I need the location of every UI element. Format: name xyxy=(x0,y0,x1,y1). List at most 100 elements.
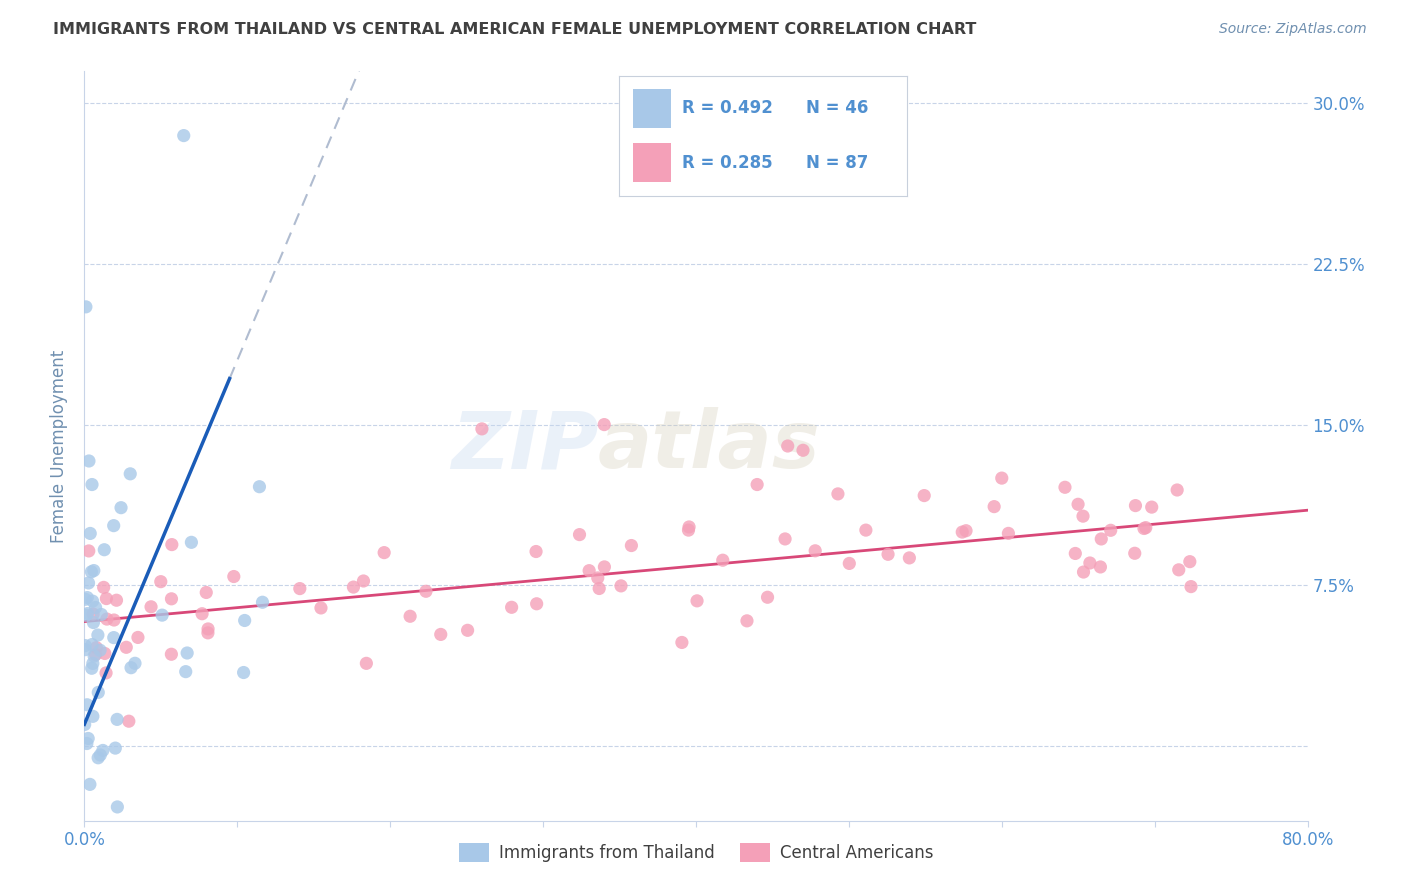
Point xyxy=(76,607,98,621)
Point xyxy=(103,613,125,627)
Point xyxy=(1180,580,1202,594)
Point xyxy=(568,527,591,541)
Point xyxy=(620,539,643,553)
Point xyxy=(1090,532,1112,546)
Point xyxy=(191,607,214,621)
Point xyxy=(1178,555,1201,569)
Point xyxy=(80,638,103,652)
Point xyxy=(75,642,97,657)
Point xyxy=(1090,560,1112,574)
Point xyxy=(104,741,127,756)
Point xyxy=(115,640,138,655)
Point xyxy=(1133,521,1156,535)
Point xyxy=(173,128,195,143)
Point xyxy=(593,560,616,574)
Point xyxy=(950,524,973,539)
Point xyxy=(75,608,97,623)
Text: Source: ZipAtlas.com: Source: ZipAtlas.com xyxy=(1219,22,1367,37)
Point xyxy=(82,657,104,671)
Point xyxy=(471,422,494,436)
Point xyxy=(1140,500,1163,515)
Point xyxy=(127,631,149,645)
Point xyxy=(756,591,779,605)
Point xyxy=(838,557,860,571)
Point xyxy=(356,657,378,671)
Point xyxy=(76,591,98,605)
Point xyxy=(118,714,141,729)
Point xyxy=(93,581,115,595)
Point xyxy=(373,546,395,560)
Point xyxy=(610,579,633,593)
Point xyxy=(80,477,103,491)
Text: IMMIGRANTS FROM THAILAND VS CENTRAL AMERICAN FEMALE UNEMPLOYMENT CORRELATION CHA: IMMIGRANTS FROM THAILAND VS CENTRAL AMER… xyxy=(53,22,977,37)
Point xyxy=(233,614,256,628)
Point xyxy=(415,584,437,599)
Point xyxy=(197,625,219,640)
Point xyxy=(1067,497,1090,511)
Point xyxy=(176,646,198,660)
Point xyxy=(804,543,827,558)
Point xyxy=(457,624,479,638)
Point xyxy=(89,643,111,657)
Point xyxy=(249,480,271,494)
Point xyxy=(79,777,101,791)
Point xyxy=(1053,480,1076,494)
Point xyxy=(91,743,114,757)
Point xyxy=(524,544,547,558)
Point xyxy=(1064,546,1087,560)
Text: N = 87: N = 87 xyxy=(806,153,869,171)
Point xyxy=(195,585,218,599)
Bar xyxy=(633,144,671,182)
Point xyxy=(160,538,183,552)
Text: R = 0.492: R = 0.492 xyxy=(682,99,773,118)
Point xyxy=(76,737,98,751)
Point xyxy=(83,564,105,578)
Point xyxy=(342,580,364,594)
Text: ZIP: ZIP xyxy=(451,407,598,485)
Point xyxy=(82,594,104,608)
Point xyxy=(87,751,110,765)
Point xyxy=(429,627,451,641)
Text: N = 46: N = 46 xyxy=(806,99,869,118)
Point xyxy=(1099,524,1122,538)
Point xyxy=(792,443,814,458)
Point xyxy=(105,800,128,814)
Point xyxy=(827,487,849,501)
Point xyxy=(94,647,117,661)
Point xyxy=(75,592,97,607)
Point xyxy=(80,661,103,675)
Point xyxy=(855,523,877,537)
Point xyxy=(588,582,610,596)
Point xyxy=(82,615,104,630)
Point xyxy=(160,591,183,606)
Point xyxy=(501,600,523,615)
Point xyxy=(105,593,128,607)
Point xyxy=(232,665,254,680)
Point xyxy=(1071,509,1094,524)
Point xyxy=(77,454,100,468)
Point xyxy=(578,564,600,578)
Point xyxy=(735,614,758,628)
Point xyxy=(139,599,162,614)
Point xyxy=(77,576,100,591)
Text: atlas: atlas xyxy=(598,407,821,485)
Point xyxy=(983,500,1005,514)
Point xyxy=(160,647,183,661)
Point xyxy=(82,607,104,621)
Y-axis label: Female Unemployment: Female Unemployment xyxy=(51,350,69,542)
Point xyxy=(75,300,97,314)
Point xyxy=(124,657,146,671)
Point xyxy=(82,709,104,723)
Point xyxy=(73,717,96,731)
Point xyxy=(87,685,110,699)
Point xyxy=(1167,563,1189,577)
Point xyxy=(1073,565,1095,579)
Point xyxy=(77,544,100,558)
Point xyxy=(75,639,97,653)
Bar xyxy=(633,89,671,128)
Point xyxy=(93,542,115,557)
Point xyxy=(526,597,548,611)
Point xyxy=(80,565,103,579)
Point xyxy=(776,439,799,453)
Point xyxy=(94,665,117,680)
